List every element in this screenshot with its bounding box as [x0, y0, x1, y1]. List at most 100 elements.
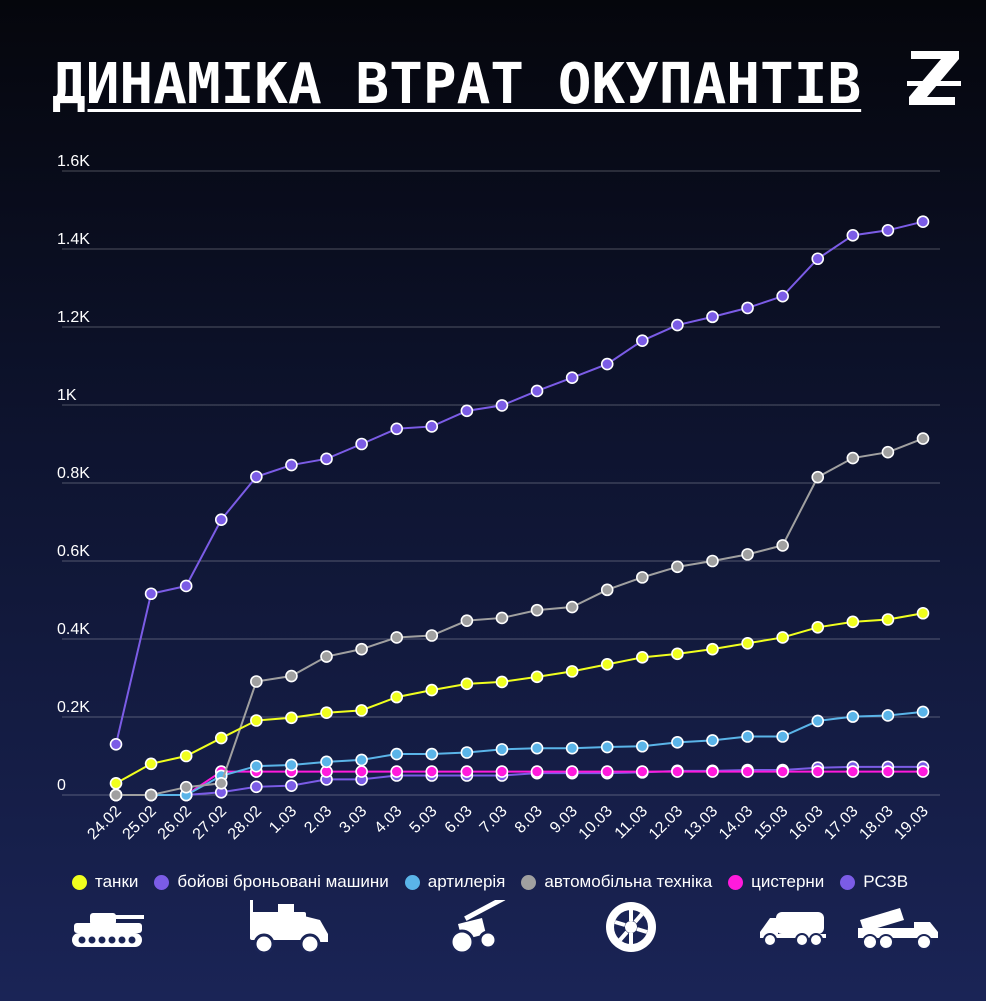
data-point: [881, 765, 895, 778]
data-point: [460, 746, 474, 759]
data-point: [846, 710, 860, 723]
data-point: [144, 587, 158, 601]
data-point: [846, 765, 860, 778]
data-point: [250, 759, 263, 773]
y-tick-label: 1.6K: [57, 153, 90, 170]
y-tick-label: 0.6K: [57, 543, 90, 560]
x-tick-label: 28.02: [225, 803, 265, 843]
data-point: [109, 776, 123, 790]
data-point: [214, 731, 228, 745]
data-point: [565, 765, 579, 778]
x-tick-label: 12.03: [646, 803, 686, 843]
data-point: [495, 765, 509, 778]
data-point: [460, 765, 474, 778]
data-point: [916, 606, 930, 620]
data-point: [565, 600, 579, 614]
data-point: [811, 620, 825, 634]
data-point: [285, 758, 298, 772]
x-tick-label: 15.03: [751, 803, 791, 843]
data-point: [916, 765, 930, 778]
legend-label: цистерни: [751, 872, 825, 891]
data-point: [530, 384, 544, 398]
legend-marker: [840, 874, 856, 890]
data-point: [320, 755, 333, 769]
data-point: [636, 571, 649, 584]
data-point: [846, 615, 860, 629]
x-tick-label: 7.03: [477, 803, 511, 837]
x-tick-label: 16.03: [786, 803, 826, 843]
data-point: [671, 647, 684, 661]
data-point: [706, 734, 719, 747]
x-tick-label: 6.03: [442, 803, 476, 837]
x-tick-label: 18.03: [856, 803, 896, 843]
data-point: [285, 669, 298, 683]
data-point: [671, 318, 684, 332]
data-point: [741, 765, 754, 778]
data-point: [776, 765, 789, 778]
data-point: [425, 420, 439, 433]
logo-z-icon: [907, 51, 961, 105]
data-point: [179, 579, 193, 593]
data-point: [250, 714, 263, 727]
data-point: [811, 765, 825, 778]
data-point: [285, 458, 298, 472]
legend-marker: [404, 874, 420, 890]
fuel-tanker-icon: [760, 912, 826, 947]
x-tick-label: 5.03: [407, 803, 441, 837]
data-point: [776, 539, 789, 552]
legend-item: цистерни: [728, 872, 824, 892]
x-tick-label: 1.03: [266, 803, 300, 837]
data-point: [881, 223, 895, 237]
x-tick-label: 25.02: [120, 803, 160, 843]
series-line: [116, 437, 924, 796]
data-point: [846, 451, 860, 465]
data-point: [495, 611, 509, 625]
data-point: [355, 642, 368, 656]
data-point: [355, 765, 368, 778]
data-point: [600, 658, 614, 671]
data-point: [636, 334, 649, 347]
line-chart: 0 0.2K 0.4K 0.6K 0.8K 1K 1.2K 1.4K 1.6K 24.0225.0…: [57, 153, 930, 843]
x-tick-label: 14.03: [716, 803, 756, 843]
data-point: [320, 650, 333, 663]
data-point: [250, 780, 263, 794]
data-point: [881, 709, 895, 722]
data-point: [741, 730, 754, 743]
legend-marker: [72, 874, 87, 890]
data-point: [144, 757, 158, 771]
data-point: [460, 677, 474, 691]
data-point: [285, 779, 298, 792]
data-point: [179, 780, 193, 794]
data-point: [214, 513, 228, 526]
series-line: [116, 710, 924, 796]
data-point: [671, 560, 684, 574]
x-tick-label: 27.02: [190, 803, 230, 843]
data-point: [846, 229, 860, 242]
y-tick-label: 1.2K: [57, 309, 90, 326]
data-point: [636, 651, 649, 664]
legend-marker: [154, 874, 170, 890]
data-point: [811, 252, 825, 266]
data-point: [425, 765, 439, 778]
data-point: [144, 788, 158, 802]
data-point: [390, 765, 403, 778]
data-point: [425, 747, 439, 761]
data-point: [214, 776, 228, 790]
legend-label: артилерія: [427, 872, 506, 891]
data-point: [460, 614, 474, 627]
wheel-icon: [606, 902, 656, 952]
data-point: [179, 749, 193, 763]
x-tick-label: 17.03: [821, 803, 861, 843]
data-point: [776, 631, 789, 644]
x-tick-label: 8.03: [512, 803, 546, 837]
data-point: [600, 765, 614, 778]
x-tick-label: 2.03: [301, 803, 335, 837]
data-point: [706, 642, 719, 656]
legend-label: танки: [95, 872, 139, 891]
data-point: [600, 357, 614, 371]
data-point: [530, 741, 544, 755]
y-tick-label: 1K: [57, 387, 77, 404]
data-point: [706, 310, 719, 324]
data-point: [250, 675, 263, 688]
x-tick-label: 3.03: [336, 803, 370, 837]
